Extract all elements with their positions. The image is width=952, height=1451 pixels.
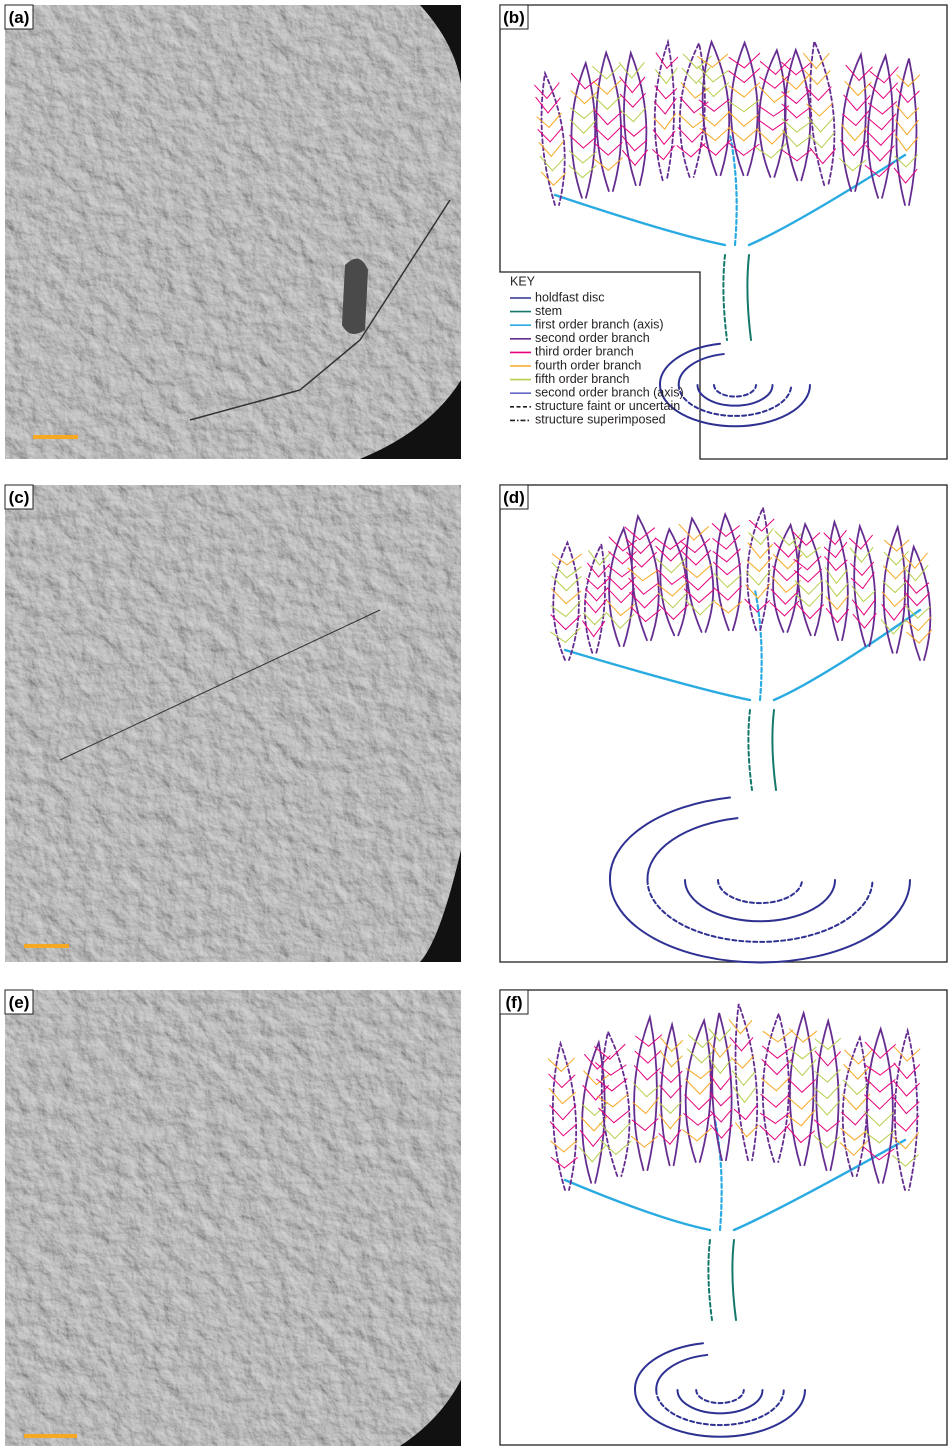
key-label: first order branch (axis) [535,317,664,331]
key-label: third order branch [535,345,634,359]
panel-label: (a) [9,8,30,27]
key-label: structure faint or uncertain [535,399,680,413]
key-label: structure superimposed [535,413,666,427]
panel-label: (f) [506,993,523,1012]
panel-d-frame [500,485,947,962]
key-label: fourth order branch [535,358,641,372]
key-label: second order branch [535,331,650,345]
photo-c [5,485,461,962]
figure: (a) (b) (c) (d) (e) (f) KEY holdfast discstem… [0,0,952,1446]
key: KEY holdfast discstemfirst order branch … [510,274,684,426]
key-label: holdfast disc [535,290,604,304]
panel-label: (e) [9,993,30,1012]
photo-a [5,5,461,459]
scale-bar [24,1434,77,1438]
panel-label: (d) [503,488,525,507]
key-label: second order branch (axis) [535,385,684,399]
photo-e [5,990,461,1446]
panel-label: (b) [503,8,525,27]
key-label: stem [535,304,562,318]
key-title: KEY [510,274,536,288]
scale-bar [24,944,69,948]
panel-label: (c) [9,488,30,507]
key-label: fifth order branch [535,372,630,386]
scale-bar [33,435,78,439]
